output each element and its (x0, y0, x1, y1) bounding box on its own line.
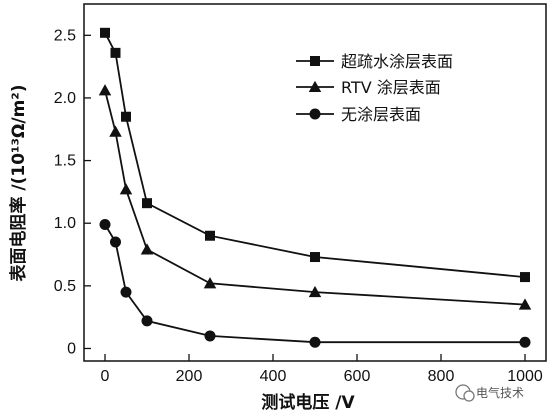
y-tick-label: 2.5 (54, 27, 76, 44)
data-point-circle (519, 336, 531, 348)
data-point-circle (204, 330, 216, 342)
data-point-circle (309, 108, 321, 120)
x-tick-label: 1000 (507, 368, 543, 385)
y-tick-label: 0.5 (54, 278, 76, 295)
y-tick-label: 2.0 (54, 90, 76, 107)
x-tick-label: 400 (260, 368, 287, 385)
data-point-triangle (518, 298, 532, 310)
data-point-triangle (308, 80, 322, 92)
wechat-icon (455, 384, 475, 402)
legend-item: RTV 涂层表面 (296, 78, 441, 97)
legend-label: 超疏水涂层表面 (341, 52, 453, 71)
data-point-triangle (98, 84, 112, 96)
data-point-square (310, 252, 320, 263)
watermark-text: 电气技术 (476, 385, 524, 400)
watermark: 电气技术 (455, 384, 524, 402)
series-layer (98, 27, 532, 348)
y-tick-label: 1.0 (54, 215, 76, 232)
data-point-circle (309, 336, 321, 348)
series-square (100, 27, 530, 283)
data-point-square (310, 56, 320, 66)
data-point-square (100, 27, 110, 38)
data-point-triangle (203, 277, 217, 289)
data-point-square (110, 47, 121, 58)
data-point-circle (99, 218, 111, 230)
data-point-triangle (140, 243, 154, 255)
legend-label: 无涂层表面 (341, 105, 421, 124)
plot-frame (83, 3, 547, 362)
legend-label: RTV 涂层表面 (341, 78, 441, 97)
x-axis-title: 测试电压 /V (261, 392, 355, 413)
legend-item: 超疏水涂层表面 (296, 52, 453, 71)
data-point-circle (141, 315, 153, 327)
data-point-square (520, 272, 530, 283)
data-point-square (142, 198, 152, 209)
series-circle (99, 218, 531, 348)
data-point-triangle (308, 285, 322, 298)
y-tick-label: 1.5 (54, 153, 76, 170)
series-line (104, 90, 526, 306)
data-point-square (121, 111, 131, 122)
x-tick-label: 200 (176, 368, 203, 385)
data-point-circle (110, 236, 121, 248)
series-triangle (98, 84, 532, 310)
data-point-triangle (119, 183, 133, 195)
legend-item: 无涂层表面 (296, 105, 421, 124)
data-point-square (205, 230, 215, 241)
y-axis-title: 表面电阻率 /(10¹³Ω/m²) (8, 84, 29, 281)
series-line (104, 224, 525, 344)
series-line (104, 32, 526, 278)
data-point-triangle (109, 125, 122, 137)
x-tick-label: 600 (344, 368, 371, 385)
axis-ticks: 0 200 400 600 800 1000 0 0.5 1.0 1.5 2.0 2.5 (54, 27, 543, 385)
x-tick-label: 800 (428, 368, 455, 385)
data-point-circle (120, 286, 132, 298)
x-tick-label: 0 (101, 368, 110, 385)
y-tick-label: 0 (67, 340, 76, 357)
